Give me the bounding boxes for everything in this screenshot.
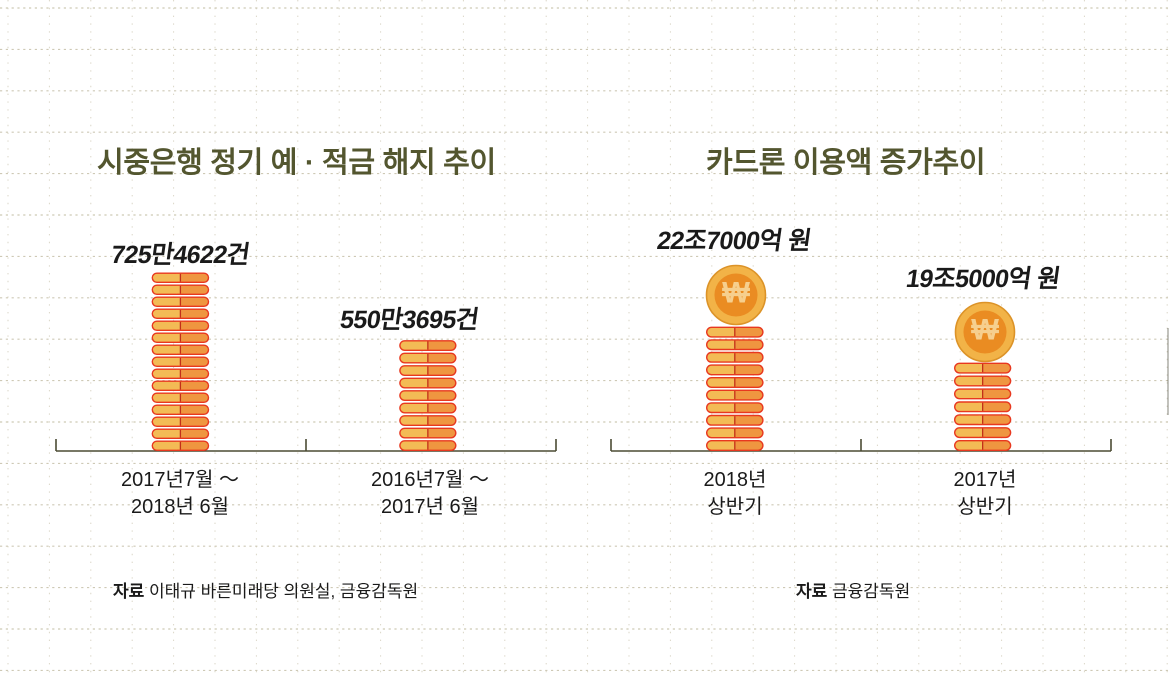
svg-text:₩: ₩	[971, 314, 999, 347]
svg-text:₩: ₩	[722, 277, 750, 310]
